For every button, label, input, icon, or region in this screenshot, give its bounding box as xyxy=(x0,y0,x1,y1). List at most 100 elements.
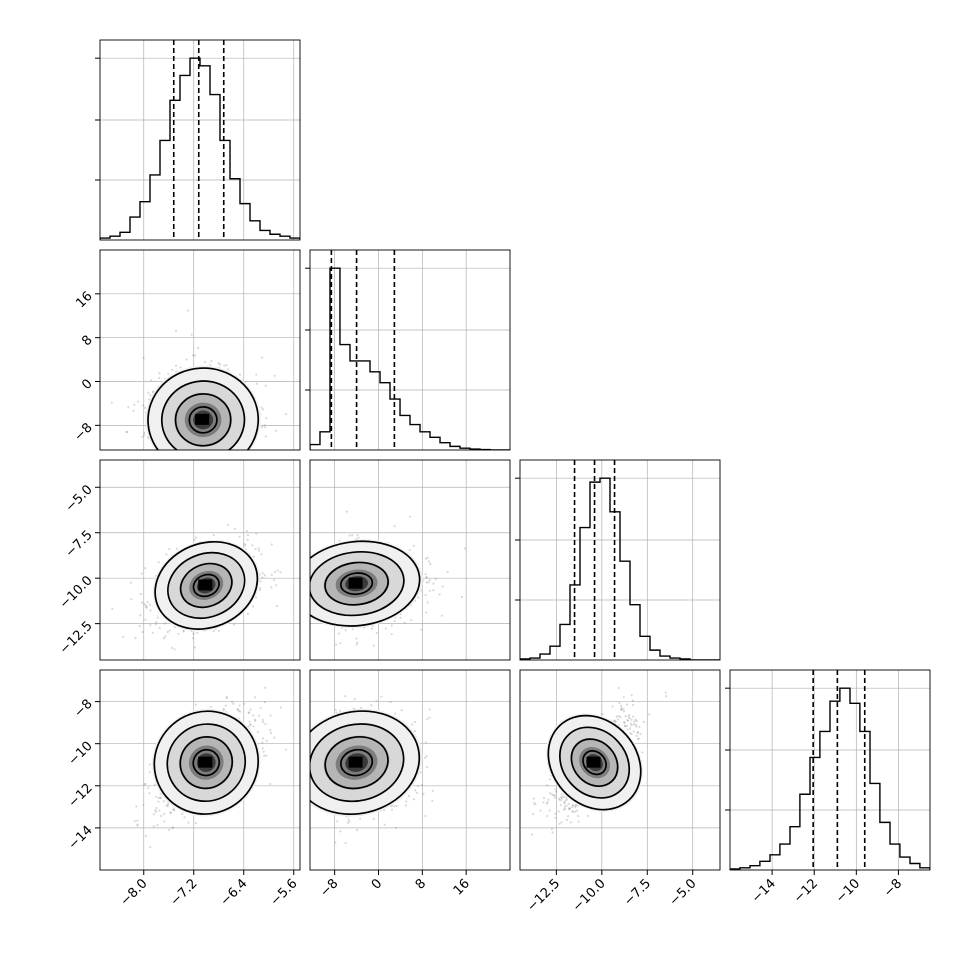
sample-point xyxy=(163,820,166,823)
sample-point xyxy=(393,619,396,623)
sample-point xyxy=(170,646,174,649)
sample-point xyxy=(255,373,258,376)
sample-point xyxy=(404,804,407,807)
sample-point xyxy=(156,616,159,619)
sample-point xyxy=(390,633,393,636)
sample-point xyxy=(426,766,429,769)
sample-point xyxy=(623,721,626,724)
sample-point xyxy=(243,702,246,705)
sample-point xyxy=(551,831,554,834)
sample-point xyxy=(446,570,449,573)
sample-point xyxy=(173,809,176,812)
sample-point xyxy=(563,801,566,804)
sample-point xyxy=(337,632,341,635)
sample-point xyxy=(284,412,288,416)
contour-line-2 xyxy=(310,551,405,617)
sample-point xyxy=(251,605,255,608)
sample-point xyxy=(351,534,354,537)
sample-point xyxy=(370,704,373,707)
sample-point xyxy=(562,796,566,799)
sample-point xyxy=(248,720,251,723)
sample-point xyxy=(275,605,279,608)
sample-point xyxy=(162,637,165,640)
sample-point xyxy=(356,641,359,644)
sample-point xyxy=(542,801,545,804)
panel-content xyxy=(310,670,510,870)
histogram-panel-1 xyxy=(305,249,511,451)
sample-point xyxy=(539,809,542,812)
sample-point xyxy=(339,642,342,645)
sample-point xyxy=(424,594,427,597)
sample-point xyxy=(172,807,176,810)
sample-point xyxy=(252,555,256,558)
sample-point xyxy=(390,624,393,627)
sample-point xyxy=(380,695,383,698)
sample-point xyxy=(166,630,169,634)
sample-point xyxy=(212,533,215,537)
sample-point xyxy=(254,719,257,722)
sample-point xyxy=(255,532,258,535)
panel-frame xyxy=(99,669,301,871)
sample-point xyxy=(335,643,338,646)
contour-line-2 xyxy=(166,723,247,803)
sample-point xyxy=(630,694,633,697)
sample-point xyxy=(405,800,408,803)
sample-point xyxy=(176,547,179,550)
sample-point xyxy=(149,379,153,382)
sample-point xyxy=(169,811,172,814)
sample-point xyxy=(149,845,152,849)
sample-point xyxy=(270,573,273,576)
sample-point xyxy=(181,812,184,816)
sample-point xyxy=(615,715,618,718)
sample-point xyxy=(394,712,397,715)
sample-point xyxy=(263,574,266,577)
sample-point xyxy=(269,729,272,732)
sample-point xyxy=(158,372,161,375)
sample-point xyxy=(424,573,427,576)
sample-point xyxy=(154,808,157,812)
sample-point xyxy=(187,821,190,824)
sample-point xyxy=(243,543,246,546)
sample-point xyxy=(139,614,142,617)
contour-line-3 xyxy=(153,710,260,815)
sample-point xyxy=(263,701,266,704)
sample-point xyxy=(110,401,113,404)
sample-point xyxy=(353,697,356,701)
sample-point xyxy=(273,374,276,377)
sample-point xyxy=(416,784,420,787)
sample-point xyxy=(279,706,282,709)
sample-point xyxy=(122,635,125,638)
sample-point xyxy=(172,826,175,829)
sample-point xyxy=(620,706,624,710)
sample-point xyxy=(393,805,396,808)
sample-point xyxy=(192,632,195,635)
sample-point xyxy=(434,577,437,581)
sample-point xyxy=(634,718,637,721)
sample-point xyxy=(135,805,138,808)
sample-point xyxy=(158,626,161,630)
contour-line-0 xyxy=(188,406,218,434)
histogram-step-2 xyxy=(520,477,720,660)
sample-point xyxy=(415,791,419,794)
sample-point xyxy=(549,792,552,795)
sample-point xyxy=(125,431,128,434)
sample-point xyxy=(372,817,375,820)
sample-point xyxy=(623,725,627,728)
sample-point xyxy=(231,700,234,703)
sample-point xyxy=(138,625,141,628)
sample-point xyxy=(257,547,260,550)
density-peak xyxy=(348,577,363,589)
sample-point xyxy=(279,571,282,574)
contour-line-1 xyxy=(179,562,233,609)
contour-line-0 xyxy=(339,572,374,596)
sample-point xyxy=(139,592,142,596)
sample-point xyxy=(263,754,266,757)
scatter-panel-0-1 xyxy=(99,249,301,451)
sample-point xyxy=(432,589,435,592)
sample-point xyxy=(261,747,264,750)
sample-point xyxy=(254,547,257,551)
histogram-step-1 xyxy=(310,267,510,450)
sample-point xyxy=(168,548,171,551)
sample-point xyxy=(533,802,536,805)
